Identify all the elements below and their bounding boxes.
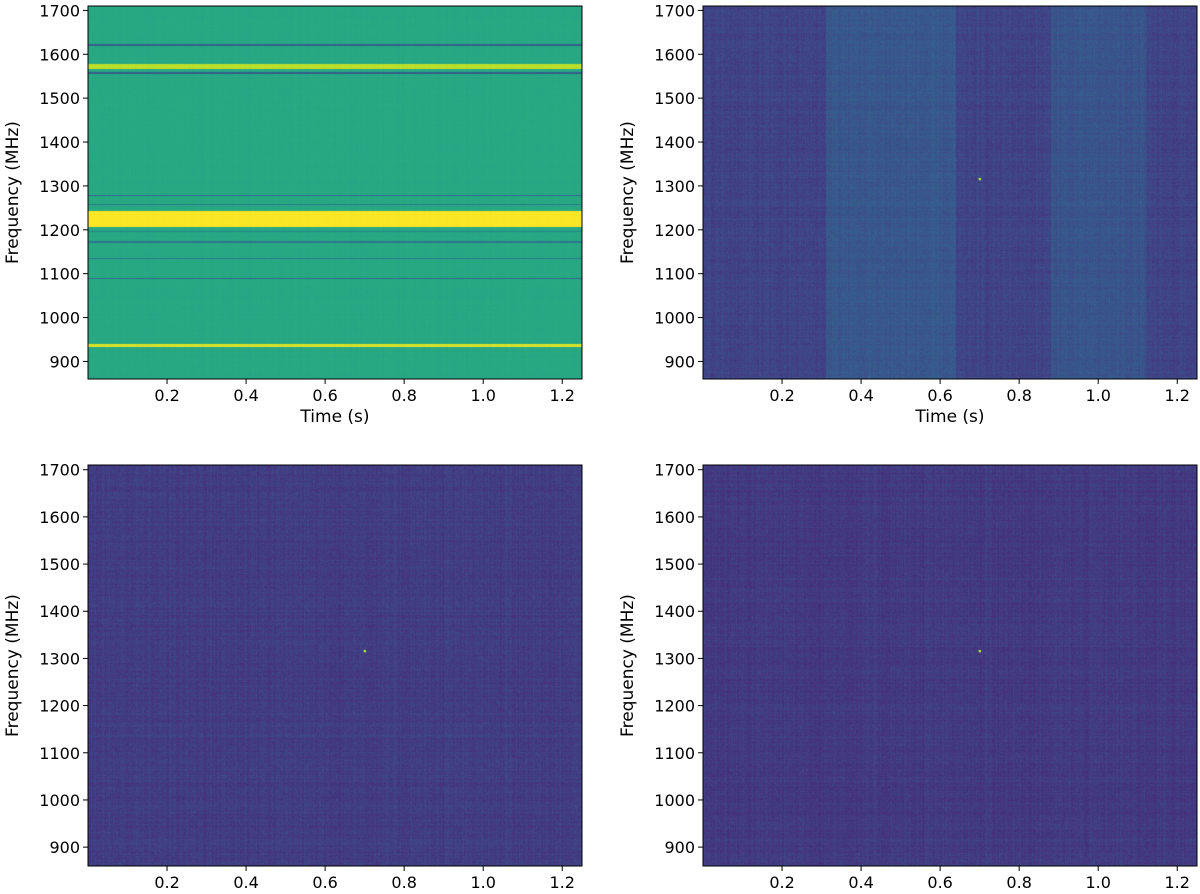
x-tick-label: 1.2 [1165, 873, 1190, 892]
heatmap-image [703, 6, 1197, 379]
y-tick-label: 900 [49, 352, 80, 371]
y-tick-label: 1100 [654, 744, 695, 763]
y-axis-label: Frequency (MHz) [3, 594, 23, 737]
panel-top-right: 0.2 0.4 0.6 0.8 1.0 1.2 900 1000 1100 1200 1300 140… [618, 1, 1198, 427]
y-tick-label: 1400 [654, 602, 695, 621]
y-tick-label: 1500 [654, 555, 695, 574]
y-tick-label: 1600 [654, 508, 695, 527]
y-tick-label: 1600 [654, 45, 695, 64]
x-tick-label: 0.4 [233, 873, 258, 892]
axes-frame [702, 5, 1198, 380]
y-tick-label: 1300 [39, 649, 80, 668]
panel-bottom-left: 0.2 0.4 0.6 0.8 1.0 1.2 900 1000 1100 1200 1300 140… [3, 461, 583, 892]
x-tick-label: 0.6 [312, 873, 337, 892]
y-tick-label: 1600 [39, 45, 80, 64]
x-tick-label: 0.8 [391, 873, 416, 892]
x-tick-label: 0.6 [312, 386, 337, 405]
y-tick-label: 1400 [654, 133, 695, 152]
y-tick-label: 1000 [654, 791, 695, 810]
x-tick-label: 1.0 [470, 386, 495, 405]
x-tick-label: 0.4 [233, 386, 258, 405]
x-axis-label: Time (s) [914, 407, 984, 427]
x-tick-label: 0.6 [927, 873, 952, 892]
y-tick-label: 1300 [39, 177, 80, 196]
y-tick-label: 1700 [654, 1, 695, 20]
y-tick-label: 1000 [39, 791, 80, 810]
y-tick-label: 900 [664, 838, 695, 857]
axes-frame [87, 464, 583, 867]
y-tick-label: 1100 [39, 744, 80, 763]
y-axis-label: Frequency (MHz) [618, 594, 638, 737]
x-tick-label: 1.2 [1165, 386, 1190, 405]
heatmap-image [88, 6, 582, 379]
axes-frame [87, 5, 583, 380]
y-tick-label: 1200 [654, 221, 695, 240]
point-source-mark [978, 649, 982, 653]
y-tick-label: 900 [664, 352, 695, 371]
y-axis-label: Frequency (MHz) [618, 121, 638, 264]
y-tick-label: 900 [49, 838, 80, 857]
y-tick-label: 1100 [654, 265, 695, 284]
point-source-mark [363, 649, 367, 653]
x-tick-label: 0.2 [769, 873, 794, 892]
y-tick-label: 1200 [39, 221, 80, 240]
y-tick-label: 1500 [654, 89, 695, 108]
x-tick-label: 1.2 [550, 873, 575, 892]
panel-top-left: 0.2 0.4 0.6 0.8 1.0 1.2 900 1000 1100 1200 1300 140… [3, 1, 583, 427]
heatmap-image [703, 465, 1197, 866]
point-source-mark [978, 177, 982, 181]
y-tick-label: 1200 [654, 697, 695, 716]
x-tick-label: 0.4 [848, 386, 873, 405]
x-tick-label: 0.2 [154, 873, 179, 892]
y-tick-label: 1200 [39, 697, 80, 716]
x-tick-label: 0.8 [1006, 386, 1031, 405]
y-tick-label: 1400 [39, 133, 80, 152]
x-tick-label: 1.0 [1085, 873, 1110, 892]
x-tick-label: 0.6 [927, 386, 952, 405]
x-tick-label: 0.8 [391, 386, 416, 405]
panel-bottom-right: 0.2 0.4 0.6 0.8 1.0 1.2 900 1000 1100 1200 1300 140… [618, 461, 1198, 892]
x-axis-label: Time (s) [299, 407, 369, 427]
y-tick-label: 1000 [39, 309, 80, 328]
y-tick-label: 1300 [654, 649, 695, 668]
y-tick-label: 1000 [654, 309, 695, 328]
y-tick-label: 1500 [39, 89, 80, 108]
y-tick-label: 1700 [39, 461, 80, 480]
y-tick-label: 1100 [39, 265, 80, 284]
y-tick-label: 1700 [654, 461, 695, 480]
x-tick-label: 0.4 [848, 873, 873, 892]
x-tick-label: 1.0 [470, 873, 495, 892]
heatmap-image [88, 465, 582, 866]
x-tick-label: 1.0 [1085, 386, 1110, 405]
y-axis-label: Frequency (MHz) [3, 121, 23, 264]
x-tick-label: 1.2 [550, 386, 575, 405]
y-tick-label: 1300 [654, 177, 695, 196]
y-tick-label: 1500 [39, 555, 80, 574]
x-tick-label: 0.2 [154, 386, 179, 405]
x-tick-label: 0.2 [769, 386, 794, 405]
y-tick-label: 1400 [39, 602, 80, 621]
axes-frame [702, 464, 1198, 867]
x-tick-label: 0.8 [1006, 873, 1031, 892]
y-tick-label: 1700 [39, 1, 80, 20]
y-tick-label: 1600 [39, 508, 80, 527]
